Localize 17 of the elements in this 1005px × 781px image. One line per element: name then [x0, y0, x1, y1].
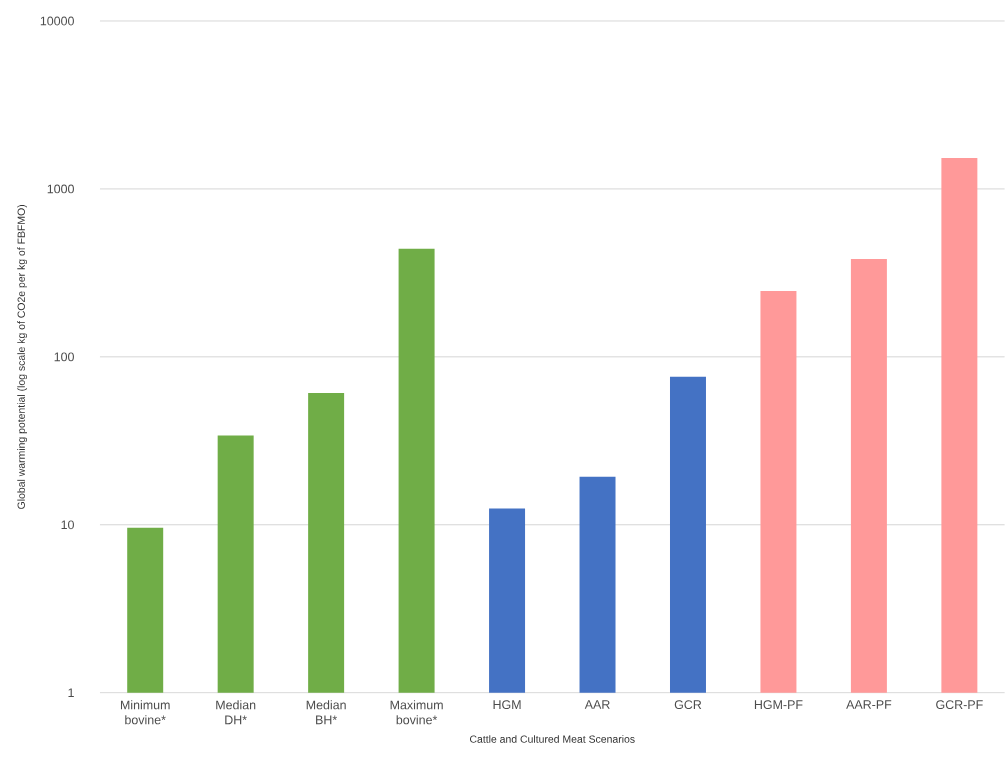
x-tick-label: Maximum bovine*	[390, 700, 443, 725]
y-tick-label: 10	[61, 520, 74, 530]
x-tick-label: AAR	[584, 700, 610, 709]
x-tick-label: HGM-PF	[754, 700, 803, 710]
y-tick-label: 100	[54, 352, 74, 362]
x-axis-title: Cattle and Cultured Meat Scenarios	[469, 735, 635, 743]
x-tick-label: GCR-PF	[936, 700, 983, 710]
y-axis-title: Global warming potential (log scale kg of CO2e per kg of FBFMO)	[17, 205, 28, 510]
x-tick-label: HGM	[493, 700, 521, 710]
x-tick-label: GCR	[674, 700, 702, 710]
y-tick-label: 1000	[47, 184, 74, 194]
x-tick-label: Median DH*	[216, 700, 256, 725]
x-tick-label: Minimum bovine*	[120, 700, 170, 725]
x-tick-label: AAR-PF	[846, 700, 892, 709]
y-tick-label: 10000	[40, 16, 74, 26]
y-tick-label: 1	[68, 688, 74, 698]
x-tick-label: Median BH*	[306, 700, 346, 725]
